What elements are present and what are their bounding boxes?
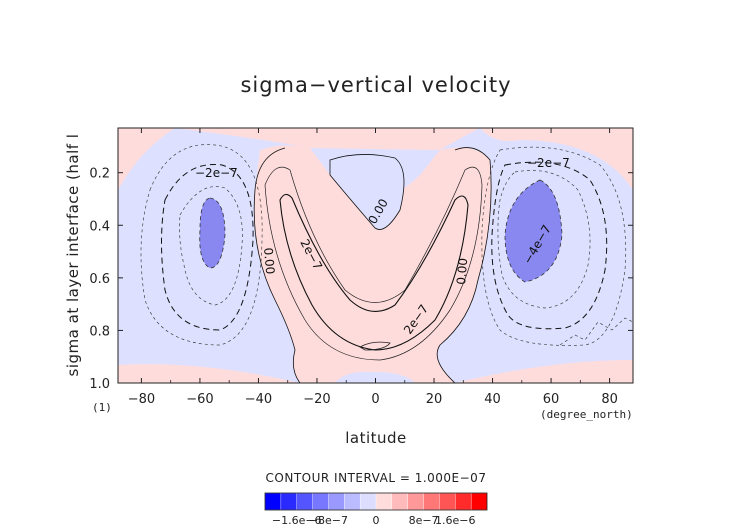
x-axis-label: latitude: [345, 429, 407, 447]
contour-south-3: [179, 186, 243, 306]
colorbar-swatch: [359, 492, 377, 511]
contour-north-1: [481, 146, 627, 346]
y-tick-label: 0.2: [89, 167, 110, 182]
colorbar-swatch: [264, 492, 282, 511]
x-tick-label: −40: [245, 392, 272, 407]
colorbar-swatch: [312, 492, 329, 511]
x-axis-unit: (degree_north): [540, 408, 633, 421]
y-axis-unit: (1): [92, 401, 112, 414]
x-tick-label: 60: [543, 392, 560, 407]
contour-zero-north: [436, 147, 492, 384]
x-tick-label: 20: [426, 392, 443, 407]
contour-interval-text: CONTOUR INTERVAL = 1.000E−07: [266, 471, 487, 485]
colorbar-labels: −1.6e−6−8e−7 0 8e−71.6e−6: [272, 514, 476, 527]
colorbar-swatch: [296, 492, 314, 511]
positive-region-surface-north: [455, 360, 633, 383]
x-tick-label: −60: [186, 392, 213, 407]
y-tick-label: 0.8: [89, 324, 110, 339]
plot-area: −2e−7 −2e−7 −4e−7 2e−7 2e−7 0.00 0.00 0.…: [117, 127, 634, 384]
negative-region-surface-equatorial: [335, 371, 415, 383]
negative-core-south: [199, 197, 226, 269]
y-axis-label: sigma at layer interface (half l: [64, 134, 82, 377]
x-tick-label: 40: [484, 392, 501, 407]
colorbar-swatch: [344, 492, 361, 511]
contour-label-neg2-north: −2e−7: [527, 156, 570, 170]
contour-south-2: [161, 163, 254, 331]
colorbar: [264, 492, 488, 511]
contour-north-noisy: [559, 317, 634, 346]
contour-positive-2: [279, 193, 469, 351]
x-tick-label: −20: [303, 392, 330, 407]
colorbar-tick-label: 1.6e−6: [435, 514, 475, 527]
colorbar-swatch: [470, 492, 488, 511]
colorbar-swatch: [423, 492, 440, 511]
contour-positive-1: [264, 166, 483, 361]
colorbar-tick-label: −8e−7: [309, 514, 348, 527]
contour-zero-south: [253, 147, 301, 384]
y-axis: 0.2 0.4 0.6 0.8 1.0: [89, 167, 633, 392]
negative-region-upper-equatorial: [329, 154, 405, 230]
colorbar-swatch: [280, 492, 298, 511]
chart-title: sigma−vertical velocity: [240, 73, 511, 97]
colorbar-swatch: [328, 492, 345, 511]
colorbar-swatch: [407, 492, 425, 511]
contour-north-3: [497, 170, 591, 309]
contour-label-neg2-south: −2e−7: [195, 166, 238, 180]
contour-label-zero-south: 0.00: [261, 247, 277, 275]
x-tick-label: 80: [601, 392, 618, 407]
colorbar-tick-label: 8e−7: [409, 514, 439, 527]
colorbar-tick-label: −1.6e−6: [272, 514, 322, 527]
positive-region-surface-south: [118, 364, 300, 383]
colorbar-swatch: [375, 492, 393, 511]
y-tick-label: 0.4: [89, 219, 110, 234]
y-tick-label: 1.0: [89, 377, 110, 392]
colorbar-swatch: [391, 492, 409, 511]
positive-region-south-pole: [118, 128, 175, 190]
x-tick-label: 0: [371, 392, 379, 407]
x-axis: −80 −60 −40 −20 0 20 40 60 80: [128, 128, 618, 407]
contour-south-1: [140, 144, 263, 346]
positive-region-top: [175, 128, 480, 150]
negative-core-north: [504, 179, 563, 283]
y-tick-label: 0.6: [89, 272, 110, 287]
contour-positive-3: [359, 341, 391, 351]
colorbar-tick-label: 0: [373, 514, 380, 527]
contour-label-zero-north: 0.00: [454, 257, 470, 285]
colorbar-frame: [264, 492, 488, 511]
colorbar-swatch: [455, 492, 472, 511]
colorbar-swatch: [439, 492, 456, 511]
x-tick-label: −80: [128, 392, 155, 407]
positive-region-north-pole: [480, 128, 633, 190]
